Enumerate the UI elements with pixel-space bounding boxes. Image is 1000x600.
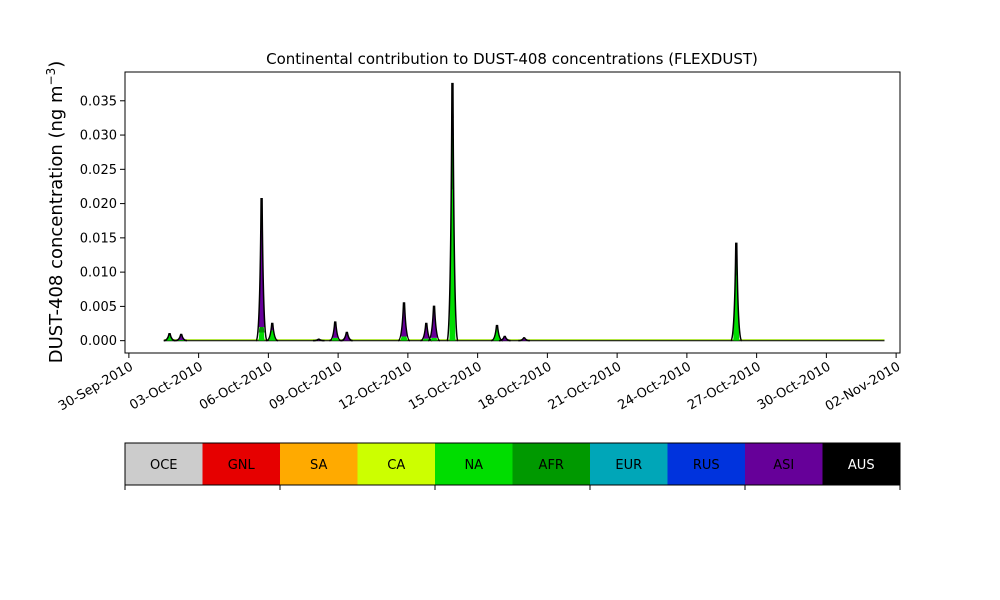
y-tick-label: 0.030 bbox=[80, 129, 117, 144]
total-outline bbox=[498, 335, 511, 342]
area-segment-na bbox=[258, 332, 265, 341]
area-segment-na bbox=[449, 189, 456, 341]
area-segment-na bbox=[430, 337, 438, 341]
y-tick-label: 0.020 bbox=[80, 197, 117, 212]
area-segment-na bbox=[268, 330, 276, 341]
y-tick-label: 0.035 bbox=[80, 94, 117, 109]
x-tick-label: 30-Sep-2010 bbox=[56, 359, 136, 414]
chart-title: Continental contribution to DUST-408 con… bbox=[266, 50, 758, 68]
y-tick-label: 0.010 bbox=[80, 266, 117, 281]
x-tick-label: 27-Oct-2010 bbox=[685, 359, 763, 413]
x-tick-label: 24-Oct-2010 bbox=[615, 359, 693, 413]
y-tick-label: 0.005 bbox=[80, 300, 117, 315]
plot-areas bbox=[163, 82, 885, 342]
legend-swatch-rus bbox=[667, 443, 746, 485]
y-tick-label: 0.015 bbox=[80, 231, 117, 246]
x-tick-label: 09-Oct-2010 bbox=[267, 359, 345, 413]
x-tick-label: 06-Oct-2010 bbox=[197, 359, 275, 413]
x-tick-label: 15-Oct-2010 bbox=[406, 359, 484, 413]
legend-swatch-ca bbox=[357, 443, 436, 485]
legend-label-gnl: GNL bbox=[228, 458, 256, 473]
legend-swatch-na bbox=[435, 443, 513, 485]
area-segment-na bbox=[400, 336, 408, 341]
area-segment-asi bbox=[430, 307, 438, 338]
x-tick-label: 03-Oct-2010 bbox=[127, 359, 205, 413]
y-axis-label-main: DUST-408 concentration (ng m bbox=[46, 85, 67, 363]
y-tick-label: 0.000 bbox=[80, 334, 117, 349]
legend-label-aus: AUS bbox=[848, 458, 875, 473]
legend-swatch-asi bbox=[745, 443, 823, 485]
y-axis-label-close: ) bbox=[46, 61, 67, 68]
total-outline bbox=[329, 321, 342, 342]
x-axis: 30-Sep-201003-Oct-201006-Oct-201009-Oct-… bbox=[56, 353, 903, 414]
total-outline bbox=[312, 338, 325, 342]
x-tick-label: 12-Oct-2010 bbox=[336, 359, 414, 413]
total-outline bbox=[491, 324, 503, 342]
total-outline bbox=[518, 337, 530, 342]
legend-label-rus: RUS bbox=[693, 458, 720, 473]
area-segment-na bbox=[422, 338, 430, 341]
area-segment-asi bbox=[343, 333, 351, 341]
total-outline bbox=[255, 198, 268, 342]
legend-label-afr: AFR bbox=[539, 458, 564, 473]
total-outline bbox=[730, 242, 743, 342]
total-outline bbox=[175, 333, 188, 342]
total-outline bbox=[266, 322, 279, 342]
total-outline bbox=[446, 82, 459, 342]
x-tick-label: 18-Oct-2010 bbox=[476, 359, 554, 413]
y-axis-label: DUST-408 concentration (ng m−3) bbox=[44, 61, 67, 364]
legend-swatch-afr bbox=[512, 443, 591, 485]
area-segment-na bbox=[331, 337, 339, 341]
legend-frame bbox=[124, 442, 901, 486]
x-tick-label: 02-Nov-2010 bbox=[823, 359, 903, 414]
area-segment-afr bbox=[258, 326, 265, 333]
total-outline bbox=[427, 305, 441, 342]
legend-label-ca: CA bbox=[387, 458, 405, 473]
total-outline bbox=[163, 333, 176, 342]
y-axis: 0.000 0.005 0.010 0.015 0.020 0.025 0.030 0.035 bbox=[80, 94, 125, 349]
total-outline bbox=[340, 331, 353, 342]
color-legend: OCE GNL SA CA NA AFR EUR RUS ASI AUS bbox=[124, 442, 901, 490]
legend-label-oce: OCE bbox=[150, 458, 178, 473]
area-segment-na bbox=[177, 339, 185, 341]
x-tick-label: 30-Oct-2010 bbox=[755, 359, 833, 413]
total-outline bbox=[397, 302, 411, 342]
area-segment-na bbox=[493, 328, 501, 341]
area-segment-na bbox=[733, 275, 740, 341]
legend-swatch-aus bbox=[822, 443, 901, 485]
plot-frame bbox=[124, 71, 901, 354]
legend-swatch-oce bbox=[125, 443, 203, 485]
legend-swatch-sa bbox=[280, 443, 358, 485]
legend-swatch-eur bbox=[590, 443, 668, 485]
legend-label-sa: SA bbox=[310, 458, 327, 473]
legend-label-na: NA bbox=[464, 458, 483, 473]
x-tick-label: 21-Oct-2010 bbox=[546, 359, 624, 413]
y-axis-label-superscript: −3 bbox=[44, 68, 58, 86]
area-segment-asi bbox=[258, 207, 265, 327]
legend-label-asi: ASI bbox=[773, 458, 794, 473]
area-segment-na bbox=[166, 335, 173, 341]
legend-label-eur: EUR bbox=[615, 458, 642, 473]
y-tick-label: 0.025 bbox=[80, 163, 117, 178]
legend-swatch-gnl bbox=[202, 443, 281, 485]
